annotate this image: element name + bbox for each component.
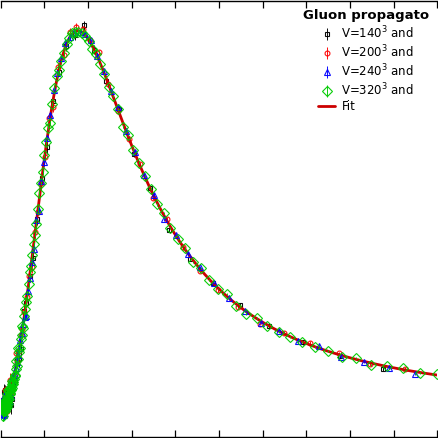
Fit (142, 174, 148, 179)
Fit (0, 404, 4, 410)
Fit (173, 232, 178, 237)
Fit (434, 372, 438, 378)
Legend: V=140$^3$ and, V=200$^3$ and, V=240$^3$ and, V=320$^3$ and, Fit: V=140$^3$ and, V=200$^3$ and, V=240$^3$ … (300, 7, 431, 116)
Fit (76, 28, 81, 33)
Fit (317, 346, 322, 351)
Fit (52, 91, 57, 96)
Fit (314, 345, 320, 350)
Line: Fit: Fit (2, 31, 437, 407)
Fit (274, 328, 279, 333)
